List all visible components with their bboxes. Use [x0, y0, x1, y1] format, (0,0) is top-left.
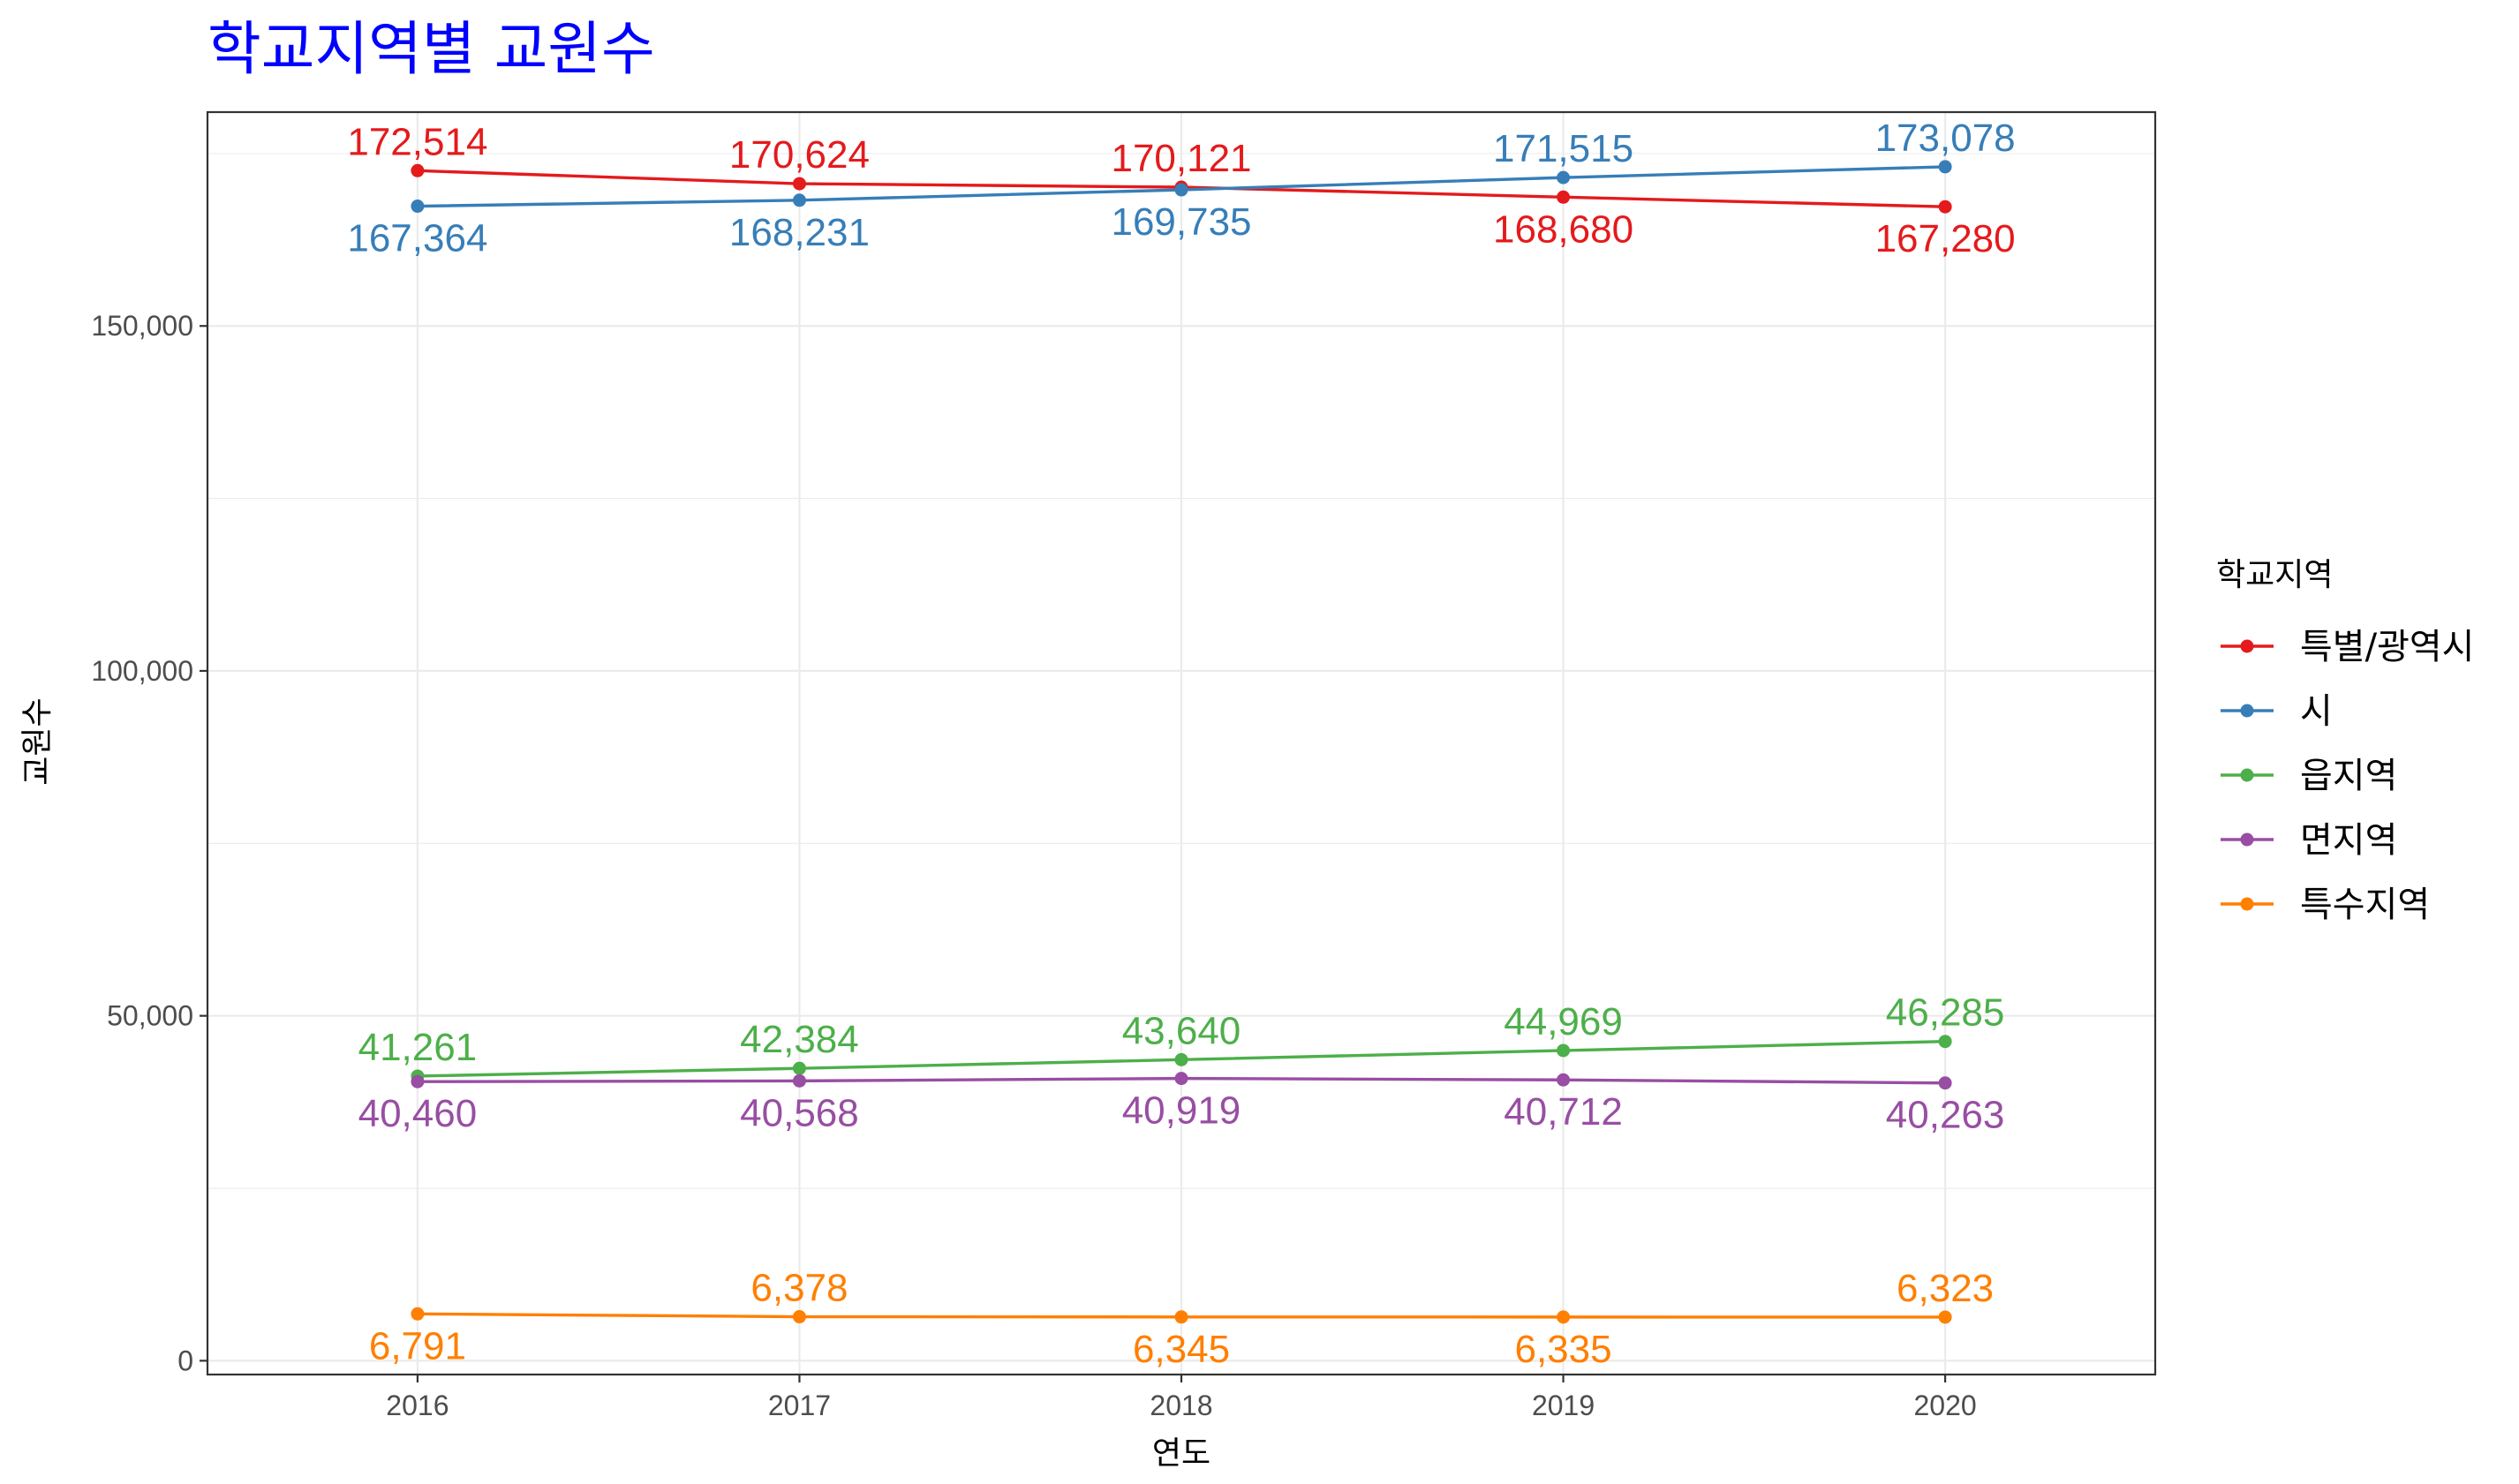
y-axis-title: 교원수 [19, 697, 56, 785]
data-label: 167,364 [347, 217, 487, 260]
data-point [792, 1073, 806, 1088]
data-label: 43,640 [1122, 1009, 1241, 1052]
legend-label: 읍지역 [2300, 756, 2397, 796]
data-point [1557, 1310, 1571, 1324]
legend-label: 특수지역 [2300, 885, 2430, 925]
data-point [1174, 1310, 1188, 1324]
chart-title: 학교지역별 교원수 [207, 15, 655, 83]
x-axis-title: 연도 [1152, 1435, 1210, 1472]
data-label: 170,624 [729, 133, 870, 177]
legend-label: 시 [2300, 691, 2333, 732]
legend-key-point [2240, 897, 2254, 911]
legend-key-point [2240, 704, 2254, 718]
data-point [411, 1074, 425, 1089]
legend-title: 학교지역 [2216, 557, 2333, 593]
y-tick-label: 0 [177, 1345, 193, 1376]
data-label: 42,384 [740, 1018, 859, 1061]
data-point [411, 163, 425, 177]
data-labels: 172,514 170,624 170,121 168,680 167,280 167,3… [347, 117, 2015, 1371]
data-label: 6,345 [1133, 1328, 1230, 1371]
y-tick-label: 100,000 [91, 655, 193, 687]
x-tick-label: 2017 [768, 1390, 831, 1421]
x-tick-label: 2018 [1150, 1390, 1212, 1421]
y-axis: 0 50,000 100,000 150,000 [91, 310, 207, 1376]
data-label: 167,280 [1875, 217, 2016, 260]
data-point [411, 200, 425, 214]
legend-item: 특수지역 [2221, 885, 2430, 925]
legend-item: 특별/광역시 [2221, 627, 2474, 667]
data-point [1557, 1043, 1571, 1058]
y-tick-label: 150,000 [91, 310, 193, 342]
data-point [1557, 170, 1571, 185]
x-tick-label: 2019 [1532, 1390, 1595, 1421]
data-point [1938, 1035, 1952, 1049]
data-point [1557, 1073, 1571, 1087]
legend-key-point [2240, 639, 2254, 653]
legend-item: 면지역 [2221, 820, 2397, 861]
legend-item: 시 [2221, 691, 2333, 732]
data-label: 40,263 [1886, 1094, 2005, 1137]
data-point [1557, 190, 1571, 204]
data-label: 40,712 [1504, 1090, 1623, 1134]
data-label: 46,285 [1886, 991, 2005, 1035]
x-tick-label: 2016 [386, 1390, 449, 1421]
grid [207, 112, 2155, 1375]
data-point [1938, 1076, 1952, 1090]
data-point [792, 193, 806, 207]
data-label: 6,791 [369, 1324, 466, 1367]
data-label: 40,919 [1122, 1089, 1241, 1133]
legend-key-point [2240, 768, 2254, 782]
data-point [1938, 160, 1952, 174]
data-label: 41,261 [358, 1026, 478, 1069]
x-axis: 2016 2017 2018 2019 2020 [386, 1375, 1977, 1421]
data-label: 170,121 [1111, 137, 1251, 180]
data-point [792, 177, 806, 191]
data-label: 6,378 [750, 1267, 848, 1310]
legend-label: 특별/광역시 [2300, 627, 2474, 667]
data-label: 173,078 [1875, 117, 2016, 160]
data-label: 169,735 [1111, 200, 1251, 244]
data-label: 40,460 [358, 1092, 478, 1135]
data-label: 6,335 [1514, 1328, 1611, 1371]
x-tick-label: 2020 [1914, 1390, 1977, 1421]
data-point [1938, 1310, 1952, 1324]
data-point [1174, 183, 1188, 197]
data-point [792, 1061, 806, 1075]
legend-item: 읍지역 [2221, 756, 2397, 796]
data-point [411, 1307, 425, 1321]
y-tick-label: 50,000 [107, 1000, 193, 1032]
data-label: 172,514 [347, 120, 487, 163]
data-label: 171,515 [1493, 127, 1633, 170]
data-point [1174, 1052, 1188, 1066]
data-label: 168,680 [1493, 207, 1633, 251]
data-label: 6,323 [1897, 1267, 1994, 1310]
data-label: 40,568 [740, 1091, 859, 1134]
series-points [411, 160, 1952, 1324]
legend-label: 면지역 [2300, 820, 2397, 861]
data-label: 44,969 [1504, 1000, 1623, 1043]
data-point [792, 1310, 806, 1324]
legend-key-point [2240, 832, 2254, 847]
data-label: 168,231 [729, 211, 870, 254]
data-point [1938, 200, 1952, 214]
data-point [1174, 1072, 1188, 1086]
